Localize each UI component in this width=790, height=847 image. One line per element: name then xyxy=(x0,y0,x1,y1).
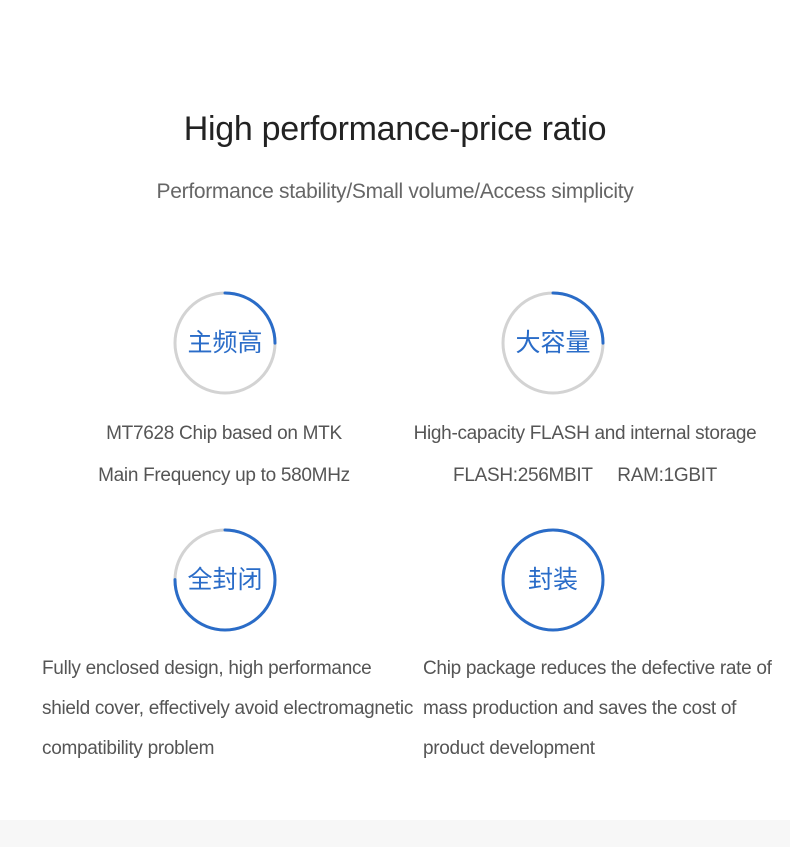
section-subtitle: Performance stability/Small volume/Acces… xyxy=(156,180,634,203)
feature-badge-enclosed: 全封闭 xyxy=(173,528,277,632)
feature-description-package: Chip package reduces the defective rate … xyxy=(423,658,785,778)
progress-ring-icon xyxy=(173,528,277,632)
badge-label: 全封闭 xyxy=(187,565,263,594)
description-line: FLASH:256MBIT RAM:1GBIT xyxy=(453,465,717,486)
description-line: Main Frequency up to 580MHz xyxy=(98,465,350,486)
description-line: shield cover, effectively avoid electrom… xyxy=(42,698,414,719)
badge-label: 封装 xyxy=(527,565,578,594)
progress-ring-icon xyxy=(501,291,605,395)
feature-description-frequency: MT7628 Chip based on MTK Main Frequency … xyxy=(20,423,428,507)
progress-ring-icon xyxy=(501,528,605,632)
description-line: compatibility problem xyxy=(42,738,215,759)
feature-description-capacity: High-capacity FLASH and internal storage… xyxy=(380,423,790,507)
section-title: High performance-price ratio xyxy=(183,110,607,148)
progress-ring-icon xyxy=(173,291,277,395)
description-line: product development xyxy=(423,738,595,759)
badge-label: 主频高 xyxy=(187,328,263,357)
feature-badge-package: 封装 xyxy=(501,528,605,632)
footer-divider xyxy=(0,820,790,847)
badge-label: 大容量 xyxy=(515,328,591,357)
feature-description-enclosed: Fully enclosed design, high performance … xyxy=(42,658,414,778)
feature-badge-frequency: 主频高 xyxy=(173,291,277,395)
description-line: Fully enclosed design, high performance xyxy=(42,658,372,679)
description-line: Chip package reduces the defective rate … xyxy=(423,658,772,679)
feature-badge-capacity: 大容量 xyxy=(501,291,605,395)
description-line: High-capacity FLASH and internal storage xyxy=(413,423,757,444)
description-line: mass production and saves the cost of xyxy=(423,698,737,719)
description-line: MT7628 Chip based on MTK xyxy=(106,423,342,444)
